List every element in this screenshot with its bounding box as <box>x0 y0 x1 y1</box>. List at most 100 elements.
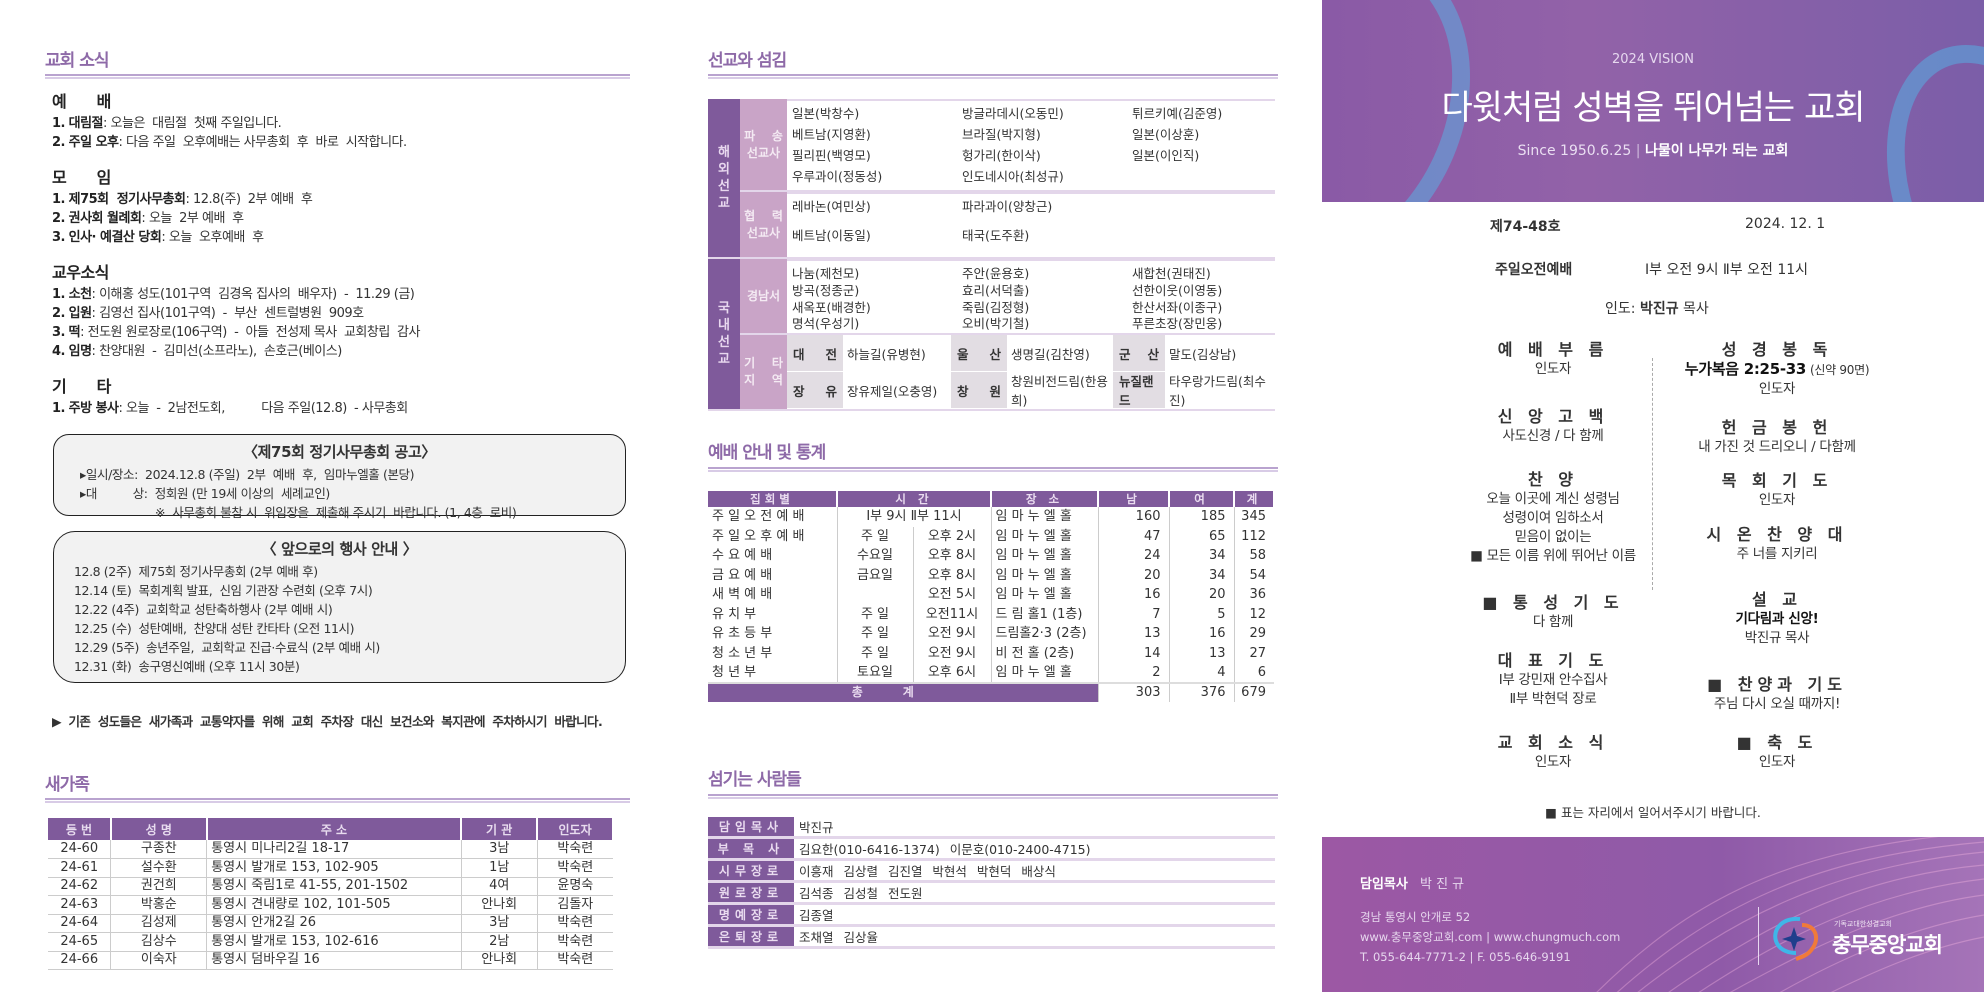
news-item: 2. 권사회 월례회: 오늘 2부 예배 후 <box>52 209 632 228</box>
male-count: 13 <box>1098 624 1170 644</box>
assembly-notice-title: 〈제75회 정기사무총회 공고〉 <box>243 443 436 461</box>
missionary-entry: 필리핀(백영모) <box>792 148 871 163</box>
meeting-day: 금요일 <box>837 565 914 585</box>
new-family-cell: 통영시 덤바우길 16 <box>206 951 462 970</box>
church-news-title: 교회 소식 <box>45 51 109 71</box>
leader-line: 인도: 박진규 목사 <box>1605 298 1709 318</box>
other-region-label: 기 타 지 역 <box>740 335 787 411</box>
order-detail: 인도자 <box>1758 754 1796 770</box>
missionary-entry <box>1132 228 1292 257</box>
meeting-time: 오전 9시 <box>913 643 992 663</box>
meeting-time: 오후 2시 <box>913 526 992 546</box>
female-count: 34 <box>1169 546 1235 566</box>
region-label-char: 장 <box>793 383 805 399</box>
item-label: 권사회 월례회 <box>68 211 142 226</box>
male-count: 20 <box>1098 565 1170 585</box>
item-colon: : <box>118 401 127 416</box>
total-count: 27 <box>1249 645 1266 661</box>
order-title: 신 앙 고 백 <box>1497 407 1609 426</box>
item-text: 오늘은 대림절 첫째 주일입니다. <box>110 116 282 131</box>
news-group: 교우소식 1. 소천: 이해홍 성도(101구역 김경옥 집사의 배우자) - 1… <box>52 259 632 361</box>
new-family-cell: 3남 <box>461 840 538 859</box>
item-number: 1. <box>52 401 65 416</box>
meeting-name: 수 요 예 배 <box>708 546 838 566</box>
new-family-header: 기 관 <box>461 818 539 840</box>
meeting-place: 임 마 누 엘 홀 <box>991 507 1099 527</box>
domestic-mission-label: 국 내 선 교 <box>708 259 740 411</box>
event-line: 12.29 (5주) 송년주일, 교회학교 진급·수료식 (2부 예배 시) <box>74 640 380 655</box>
missionary-entry: 죽림(김정형) <box>962 299 1030 315</box>
servants-table: 담임목사 박진규 부 목 사 김요한(010-6416-1374) 이문호(010-2… <box>708 817 1275 949</box>
footer-website[interactable]: www.충무중앙교회.com | www.chungmuch.com <box>1360 930 1621 944</box>
new-family-cell: 구종찬 <box>110 840 208 859</box>
worship-header: 시 간 <box>837 491 992 507</box>
servants-title: 섬기는 사람들 <box>708 770 802 790</box>
item-colon: : <box>141 211 149 226</box>
missionary-entry: 새옥포(배경한) <box>792 299 871 315</box>
item-label: 인사· 예결산 당회 <box>68 230 162 245</box>
order-title: 대 표 기 도 <box>1497 651 1609 670</box>
total-value: 679 <box>1234 681 1274 702</box>
meeting-time: 오후 8시 <box>913 546 992 566</box>
servant-names: 이흥재 김상렬 김진열 박현석 박현덕 배상식 <box>794 859 1275 883</box>
new-family-cell: 4여 <box>461 877 538 896</box>
region-church: 말도(김상남) <box>1169 346 1237 362</box>
female-count: 20 <box>1169 585 1235 605</box>
mission-title: 선교와 섬김 <box>708 51 787 71</box>
order-detail: 인도자 <box>1534 361 1572 377</box>
new-family-cell: 24-65 <box>48 932 112 952</box>
item-colon: : <box>185 192 193 207</box>
item-colon: : <box>80 325 88 340</box>
item-colon: : <box>161 230 169 245</box>
new-family-cell: 설수환 <box>110 858 208 878</box>
servant-role: 명예장로 <box>708 903 794 927</box>
item-number: 1. <box>52 116 65 131</box>
worship-header: 계 <box>1234 491 1275 507</box>
footer-contact: 경남 통영시 안개로 52 www.충무중앙교회.com | www.chung… <box>1360 907 1620 967</box>
new-family-cell: 박숙련 <box>537 840 613 859</box>
region-label-char: 뉴질랜드 <box>1119 374 1154 408</box>
table-row: 담임목사 박진규 <box>708 817 1275 839</box>
female-count: 185 <box>1169 507 1235 527</box>
missionary-entry: 오비(박기철) <box>962 316 1030 332</box>
item-text: 오늘 - 2남전도회, 다음 주일(12.8) - 사무총회 <box>126 401 408 416</box>
meeting-day <box>837 585 914 605</box>
missionary-entry: 태국(도주환) <box>962 228 1030 243</box>
total-count: 36 <box>1249 587 1266 603</box>
news-group-title: 예 배 <box>52 92 111 111</box>
since-text: Since 1950.6.25 <box>1517 143 1632 159</box>
missionary-entry: 한산서좌(이종구) <box>1132 299 1223 315</box>
new-family-title: 새가족 <box>45 775 90 795</box>
total-count: 112 <box>1241 528 1266 544</box>
scripture-line: 누가복음 2:25-33 (신약 90면) <box>1627 360 1927 380</box>
news-item: 2. 주일 오후: 다음 주일 오후예배는 사무총회 후 바로 시작합니다. <box>52 133 632 152</box>
logo-denomination: 기독교대한성결교회 <box>1834 920 1892 928</box>
order-title: 헌 금 봉 헌 <box>1721 418 1833 437</box>
table-row: 24-61 설수환 통영시 발개로 153, 102-905 1남 박숙련 <box>48 858 613 878</box>
table-row: 명예장로 김종열 <box>708 903 1275 927</box>
news-item: 4. 임명: 찬양대원 - 김미선(소프라노), 손호근(베이스) <box>52 342 632 361</box>
news-item: 1. 주방 봉사: 오늘 - 2남전도회, 다음 주일(12.8) - 사무총회 <box>52 399 632 418</box>
news-item: 1. 소천: 이해홍 성도(101구역 김경옥 집사의 배우자) - 11.29… <box>52 285 632 304</box>
assembly-line: ※ 사무총회 불참 시 위임장을 제출해 주시기 바랍니다. (1, 4층 로비… <box>80 505 517 520</box>
total-value: 303 <box>1098 681 1170 702</box>
vision-banner: 2024 VISION 다윗처럼 성벽을 뛰어넘는 교회 Since 1950.… <box>1322 0 1984 202</box>
news-group-title: 모 임 <box>52 168 111 187</box>
item-text: 오늘 오후예배 후 <box>168 230 264 245</box>
order-title: ■ 찬양과 기도 <box>1707 675 1847 694</box>
meeting-name: 새 벽 예 배 <box>708 585 838 605</box>
region-label-char: 군 <box>1119 346 1131 362</box>
stand-note: ■ 표는 자리에서 일어서주시기 바랍니다. <box>1545 805 1761 820</box>
region-church: 장유제일(오충영) <box>847 383 938 399</box>
meeting-place: 임 마 누 엘 홀 <box>991 663 1099 683</box>
table-row: 24-66 이숙자 통영시 덤바우길 16 안나회 박숙련 <box>48 951 613 970</box>
item-number: 3. <box>52 325 65 340</box>
item-text: 찬양대원 - 김미선(소프라노), 손호근(베이스) <box>99 344 342 359</box>
footer-pastor: 담임목사 박 진 규 <box>1360 873 1464 892</box>
table-row: 24-65 김상수 통영시 발개로 153, 102-616 2남 박숙련 <box>48 932 613 952</box>
servant-role: 담임목사 <box>708 817 794 839</box>
